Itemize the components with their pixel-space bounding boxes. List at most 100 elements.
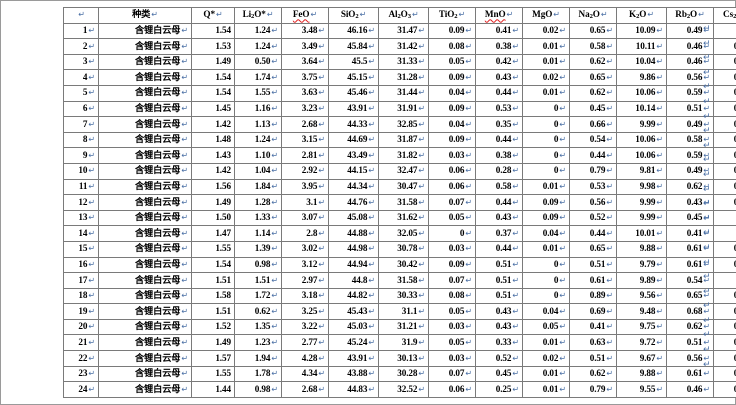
cell-mno[interactable]: 0.38↵ bbox=[475, 147, 523, 164]
cell-tio2[interactable]: 0.03↵ bbox=[428, 350, 476, 367]
cell-mno[interactable]: 0.33↵ bbox=[475, 334, 523, 352]
table-row[interactable]: 1↵ 含锂白云母↵ 1.54 1.24↵ 3.48↵ 46.16↵ 31.47↵ 0.09↵ 0… bbox=[63, 22, 736, 40]
cell-li2o[interactable]: 1.51↵ bbox=[234, 272, 282, 289]
cell-sio2[interactable]: 45.08↵ bbox=[328, 209, 379, 227]
cell-tio2[interactable]: 0.03↵ bbox=[428, 147, 476, 164]
cell-kind[interactable]: 含锂白云母↵ bbox=[98, 381, 192, 398]
cell-sio2[interactable]: 44.8↵ bbox=[328, 272, 379, 289]
cell-al2o3[interactable]: 31.42↵ bbox=[378, 38, 429, 55]
cell-tio2[interactable]: 0.04↵ bbox=[428, 84, 476, 102]
cell-q[interactable]: 1.43 bbox=[191, 147, 235, 164]
cell-mgo[interactable]: 0.09↵ bbox=[522, 209, 570, 227]
cell-q[interactable]: 1.49 bbox=[191, 194, 235, 211]
cell-al2o3[interactable]: 31.9↵ bbox=[378, 334, 429, 352]
cell-tio2[interactable]: 0.09↵ bbox=[428, 22, 476, 40]
cell-k2o[interactable]: 10.01↵ bbox=[616, 225, 667, 242]
cell-q[interactable]: 1.50 bbox=[191, 209, 235, 227]
cell-mno[interactable]: 0.43↵ bbox=[475, 209, 523, 227]
cell-idx[interactable]: 21↵ bbox=[63, 334, 99, 352]
cell-q[interactable]: 1.47 bbox=[191, 225, 235, 242]
cell-idx[interactable]: 9↵ bbox=[63, 147, 99, 164]
table-row[interactable]: 23↵ 含锂白云母↵ 1.55 1.78↵ 4.34↵ 43.88↵ 30.28↵ 0.07↵… bbox=[63, 365, 736, 383]
cell-feo[interactable]: 2.92↵ bbox=[281, 162, 329, 180]
cell-al2o3[interactable]: 31.28↵ bbox=[378, 69, 429, 86]
cell-idx[interactable]: 10↵ bbox=[63, 162, 99, 180]
cell-na2o[interactable]: 0.65↵ bbox=[569, 69, 617, 86]
cell-mno[interactable]: 0.45↵ bbox=[475, 365, 523, 383]
cell-tio2[interactable]: 0.05↵ bbox=[428, 53, 476, 71]
cell-q[interactable]: 1.45 bbox=[191, 100, 235, 118]
cell-sio2[interactable]: 44.94↵ bbox=[328, 256, 379, 274]
cell-al2o3[interactable]: 31.1↵ bbox=[378, 303, 429, 320]
cell-feo[interactable]: 3.95↵ bbox=[281, 178, 329, 196]
cell-al2o3[interactable]: 31.62↵ bbox=[378, 209, 429, 227]
cell-mgo[interactable]: 0.04↵ bbox=[522, 303, 570, 320]
cell-feo[interactable]: 3.49↵ bbox=[281, 38, 329, 55]
cell-kind[interactable]: 含锂白云母↵ bbox=[98, 69, 192, 86]
cell-tio2[interactable]: 0.05↵ bbox=[428, 303, 476, 320]
cell-mgo[interactable]: 0.09↵ bbox=[522, 194, 570, 211]
cell-kind[interactable]: 含锂白云母↵ bbox=[98, 365, 192, 383]
cell-na2o[interactable]: 0.79↵ bbox=[569, 381, 617, 398]
table-row[interactable]: 9↵ 含锂白云母↵ 1.43 1.10↵ 2.81↵ 43.49↵ 31.82↵ 0.03↵ 0… bbox=[63, 147, 736, 164]
cell-kind[interactable]: 含锂白云母↵ bbox=[98, 256, 192, 274]
cell-na2o[interactable]: 0.44↵ bbox=[569, 147, 617, 164]
cell-mno[interactable]: 0.38↵ bbox=[475, 38, 523, 55]
cell-q[interactable]: 1.52 bbox=[191, 318, 235, 336]
cell-idx[interactable]: 1↵ bbox=[63, 22, 99, 40]
cell-mgo[interactable]: 0↵ bbox=[522, 131, 570, 149]
cell-mno[interactable]: 0.43↵ bbox=[475, 303, 523, 320]
cell-idx[interactable]: 15↵ bbox=[63, 240, 99, 258]
table-row[interactable]: 14↵ 含锂白云母↵ 1.47 1.14↵ 2.8↵ 44.88↵ 32.05↵ 0↵ 0.37… bbox=[63, 225, 736, 242]
cell-sio2[interactable]: 46.16↵ bbox=[328, 22, 379, 40]
cell-al2o3[interactable]: 31.47↵ bbox=[378, 22, 429, 40]
cell-al2o3[interactable]: 31.44↵ bbox=[378, 84, 429, 102]
cell-sio2[interactable]: 43.88↵ bbox=[328, 365, 379, 383]
table-row[interactable]: 12↵ 含锂白云母↵ 1.49 1.28↵ 3.1↵ 44.76↵ 31.58↵ 0.07↵ 0… bbox=[63, 194, 736, 211]
cell-q[interactable]: 1.55 bbox=[191, 365, 235, 383]
table-row[interactable]: 5↵ 含锂白云母↵ 1.54 1.55↵ 3.63↵ 45.46↵ 31.44↵ 0.04↵ 0… bbox=[63, 84, 736, 102]
cell-idx[interactable]: 20↵ bbox=[63, 318, 99, 336]
cell-rb2o[interactable]: 0.45↵ bbox=[666, 209, 714, 227]
cell-q[interactable]: 1.58 bbox=[191, 287, 235, 305]
cell-al2o3[interactable]: 31.82↵ bbox=[378, 147, 429, 164]
cell-mno[interactable]: 0.44↵ bbox=[475, 84, 523, 102]
cell-feo[interactable]: 3.22↵ bbox=[281, 318, 329, 336]
table-row[interactable]: 15↵ 含锂白云母↵ 1.55 1.39↵ 3.02↵ 44.98↵ 30.78↵ 0.03↵… bbox=[63, 240, 736, 258]
cell-kind[interactable]: 含锂白云母↵ bbox=[98, 84, 192, 102]
cell-feo[interactable]: 3.63↵ bbox=[281, 84, 329, 102]
cell-li2o[interactable]: 1.33↵ bbox=[234, 209, 282, 227]
cell-q[interactable]: 1.57 bbox=[191, 350, 235, 367]
cell-kind[interactable]: 含锂白云母↵ bbox=[98, 225, 192, 242]
cell-mgo[interactable]: 0.04↵ bbox=[522, 225, 570, 242]
cell-k2o[interactable]: 9.56↵ bbox=[616, 287, 667, 305]
cell-mgo[interactable]: 0↵ bbox=[522, 116, 570, 133]
cell-q[interactable]: 1.54 bbox=[191, 256, 235, 274]
cell-tio2[interactable]: 0.06↵ bbox=[428, 162, 476, 180]
cell-sio2[interactable]: 44.34↵ bbox=[328, 178, 379, 196]
cell-q[interactable]: 1.42 bbox=[191, 116, 235, 133]
cell-na2o[interactable]: 0.65↵ bbox=[569, 22, 617, 40]
cell-sio2[interactable]: 44.83↵ bbox=[328, 381, 379, 398]
cell-mno[interactable]: 0.51↵ bbox=[475, 256, 523, 274]
cell-al2o3[interactable]: 30.33↵ bbox=[378, 287, 429, 305]
cell-al2o3[interactable]: 31.58↵ bbox=[378, 272, 429, 289]
cell-al2o3[interactable]: 30.78↵ bbox=[378, 240, 429, 258]
cell-feo[interactable]: 3.25↵ bbox=[281, 303, 329, 320]
cell-li2o[interactable]: 1.24↵ bbox=[234, 38, 282, 55]
cell-idx[interactable]: 3↵ bbox=[63, 53, 99, 71]
cell-q[interactable]: 1.56 bbox=[191, 178, 235, 196]
cell-feo[interactable]: 3.12↵ bbox=[281, 256, 329, 274]
cell-k2o[interactable]: 9.88↵ bbox=[616, 365, 667, 383]
cell-q[interactable]: 1.55 bbox=[191, 240, 235, 258]
cell-feo[interactable]: 3.23↵ bbox=[281, 100, 329, 118]
cell-tio2[interactable]: 0.06↵ bbox=[428, 381, 476, 398]
cell-na2o[interactable]: 0.58↵ bbox=[569, 38, 617, 55]
cell-tio2[interactable]: 0.07↵ bbox=[428, 194, 476, 211]
cell-li2o[interactable]: 1.24↵ bbox=[234, 22, 282, 40]
cell-tio2[interactable]: 0.05↵ bbox=[428, 209, 476, 227]
cell-feo[interactable]: 3.18↵ bbox=[281, 287, 329, 305]
table-row[interactable]: 10↵ 含锂白云母↵ 1.42 1.04↵ 2.92↵ 44.15↵ 32.47↵ 0.06↵… bbox=[63, 162, 736, 180]
cell-tio2[interactable]: 0.03↵ bbox=[428, 240, 476, 258]
cell-al2o3[interactable]: 31.91↵ bbox=[378, 100, 429, 118]
